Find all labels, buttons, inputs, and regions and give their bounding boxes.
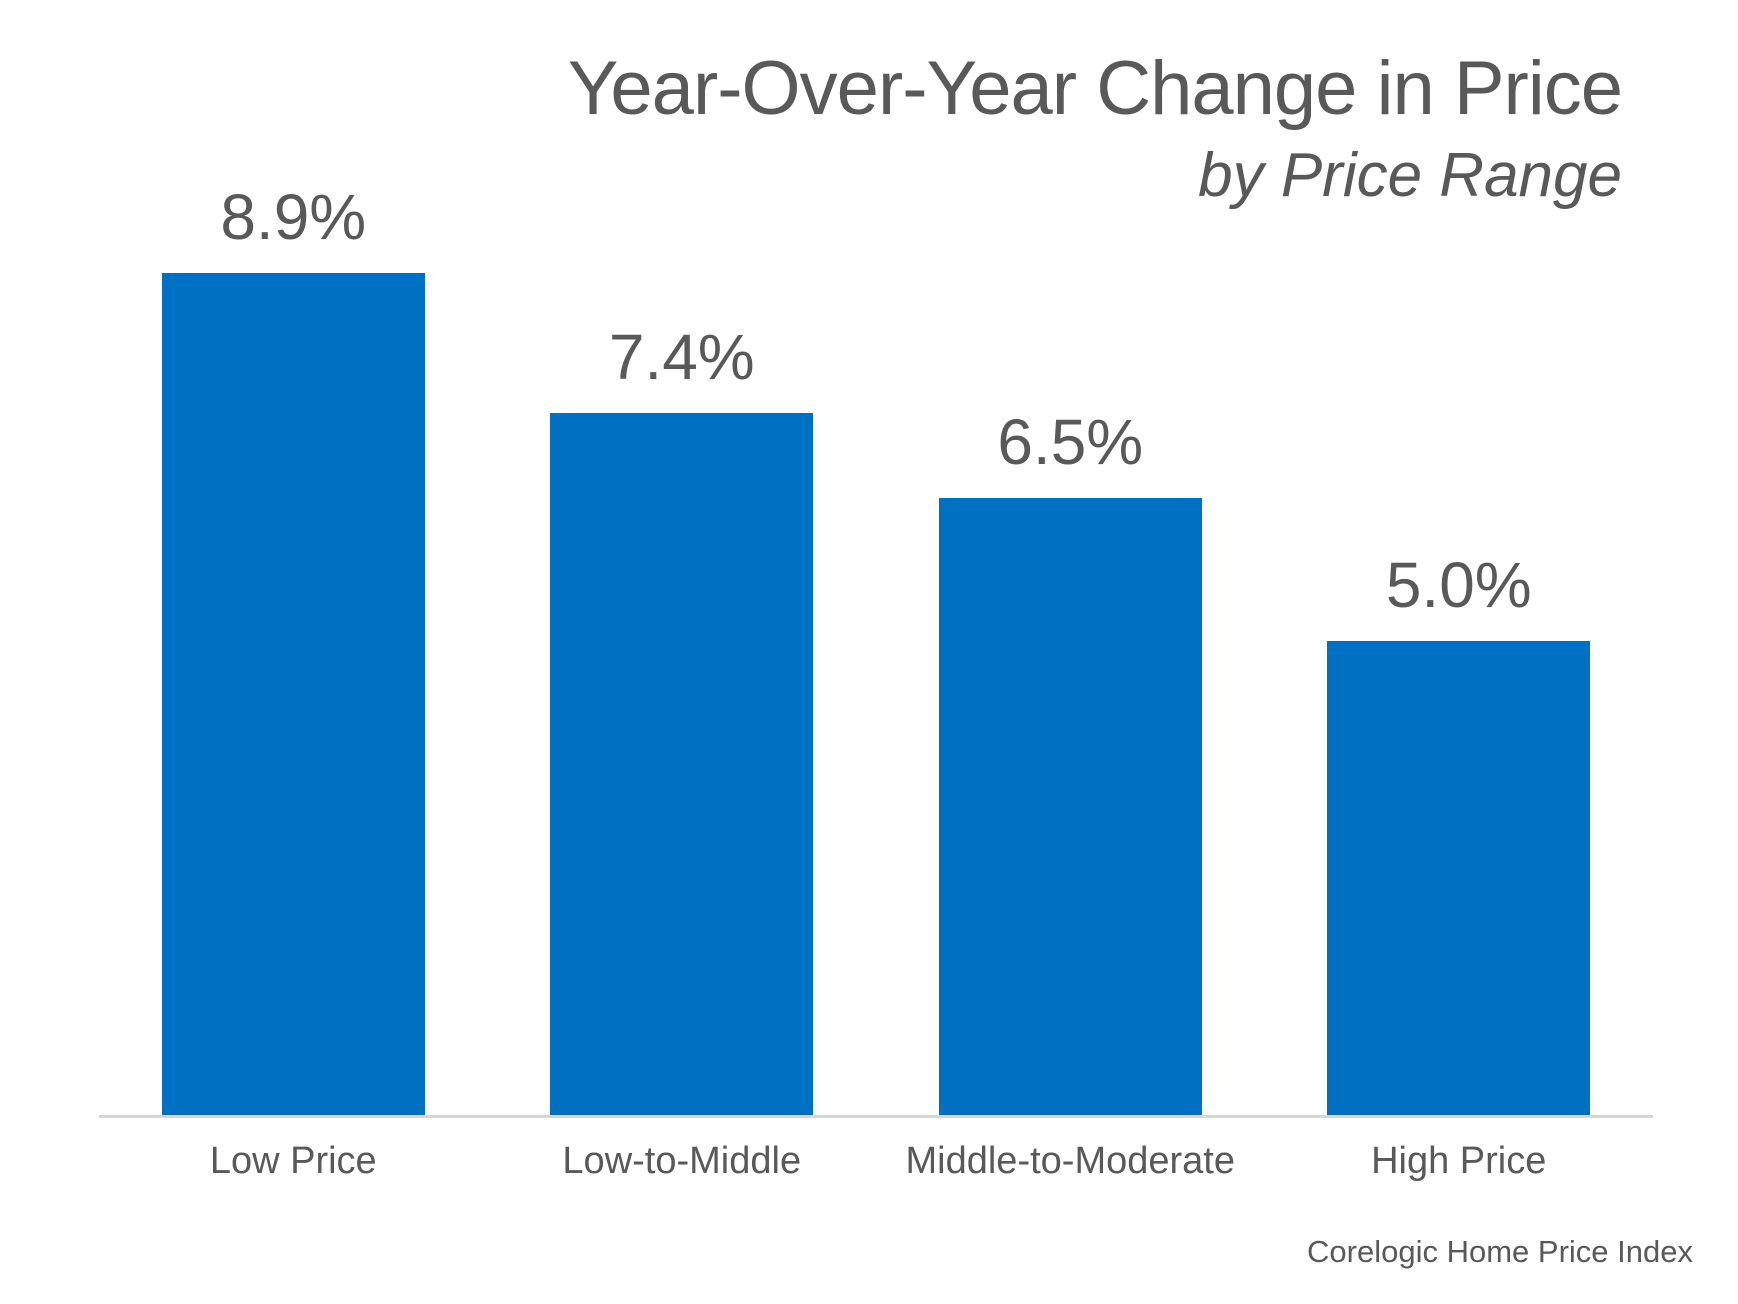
bar-middle-to-moderate [938,498,1202,1115]
category-label-high-price: High Price [1371,1140,1547,1182]
title-block: Year-Over-Year Change in Price by Price … [567,44,1623,211]
bar-high-price [1327,641,1591,1115]
bar-column-low-price: 8.9% [99,185,488,1115]
source-note: Corelogic Home Price Index [1307,1234,1693,1269]
bar-low-to-middle [550,413,814,1115]
chart-title: Year-Over-Year Change in Price [567,46,1623,131]
x-axis-category-labels: Low Price Low-to-Middle Middle-to-Modera… [99,1140,1653,1183]
value-label: 8.9% [220,181,367,253]
bar-column-low-to-middle: 7.4% [488,185,877,1115]
category-label-low-to-middle: Low-to-Middle [562,1140,802,1182]
bar-low-price [161,273,425,1115]
category-label-middle-to-moderate: Middle-to-Moderate [905,1140,1235,1182]
chart-subtitle: by Price Range [1198,140,1622,210]
category-label-low-price: Low Price [209,1140,377,1182]
value-label: 5.0% [1385,549,1532,621]
bar-chart-plot-area: 8.9% 7.4% 6.5% 5.0% [99,185,1653,1118]
value-label: 7.4% [608,321,755,393]
bar-column-middle-to-moderate: 6.5% [876,185,1265,1115]
bar-column-high-price: 5.0% [1265,185,1654,1115]
value-label: 6.5% [997,406,1144,478]
